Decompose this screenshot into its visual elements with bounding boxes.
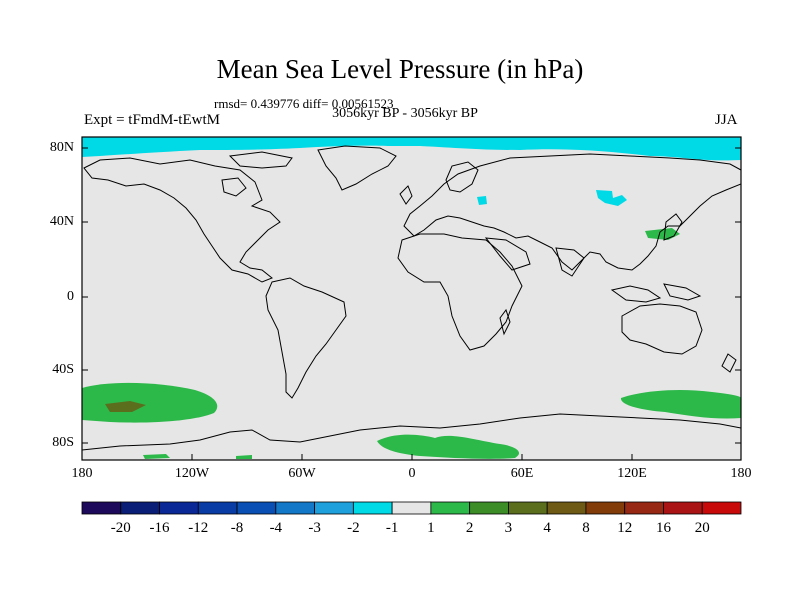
colorbar-swatch <box>469 501 509 515</box>
colorbar-swatch <box>701 501 742 515</box>
colorbar-swatch <box>352 501 393 515</box>
colorbar-label: -1 <box>385 520 399 536</box>
colorbar-swatch <box>236 501 277 515</box>
lon-label-180e: 180 <box>730 466 752 481</box>
period-text: 3056kyr BP - 3056kyr BP <box>332 106 478 121</box>
colorbar-swatch <box>391 501 432 515</box>
iberia-negative-dot <box>477 196 487 205</box>
colorbar-swatch <box>159 501 199 515</box>
colorbar-swatch <box>314 501 354 515</box>
colorbar-label: 16 <box>655 520 671 536</box>
stats-text: rmsd= 0.439776 diff= 0.00561523 <box>214 96 394 111</box>
colorbar-swatch <box>663 501 703 515</box>
colorbar-label: 12 <box>617 520 633 536</box>
antarctic-positive-dot <box>143 454 170 459</box>
colorbar-swatch <box>624 501 664 515</box>
colorbar-label: -4 <box>269 520 283 536</box>
lon-label-120w: 120W <box>174 466 210 481</box>
colorbar-swatch <box>197 501 238 515</box>
colorbar <box>81 501 742 515</box>
colorbar-label: 1 <box>427 520 435 536</box>
east-asia-negative-patch <box>596 190 627 206</box>
lon-label-120e: 120E <box>617 466 647 481</box>
lat-label-0: 0 <box>67 289 74 304</box>
arctic-negative-band <box>82 137 741 161</box>
coastlines <box>82 145 741 451</box>
colorbar-swatch <box>508 501 548 515</box>
antarctic-positive-atlantic <box>377 434 520 459</box>
colorbar-label: -16 <box>149 520 170 536</box>
experiment-label: Expt = tFmdM-tEwtM <box>84 112 220 128</box>
lon-label-180w: 180 <box>71 466 93 481</box>
colorbar-label: 8 <box>582 520 590 536</box>
lat-label-80N: 80N <box>49 140 74 155</box>
lat-label-80S: 80S <box>52 435 74 450</box>
colorbar-label: 20 <box>694 520 710 536</box>
amundsen-positive-dot <box>236 455 252 459</box>
colorbar-swatch <box>430 501 471 515</box>
southern-ocean-positive-pacific <box>82 382 218 423</box>
colorbar-swatch <box>585 501 626 515</box>
colorbar-label: 3 <box>504 520 513 536</box>
colorbar-swatch <box>546 501 587 515</box>
colorbar-swatch <box>81 501 122 515</box>
lon-label-60w: 60W <box>288 466 316 481</box>
season-label: JJA <box>715 112 738 128</box>
colorbar-label: -3 <box>308 520 321 536</box>
lon-label-0: 0 <box>408 466 416 481</box>
colorbar-label: -12 <box>188 520 209 536</box>
southern-ocean-positive-core <box>105 401 146 412</box>
southern-ocean-positive-australia <box>620 390 741 419</box>
chart-title: Mean Sea Level Pressure (in hPa) <box>216 54 584 84</box>
colorbar-label: -20 <box>110 520 131 536</box>
colorbar-label: 4 <box>543 520 551 536</box>
lon-label-60e: 60E <box>510 466 534 481</box>
colorbar-label: 2 <box>465 520 474 536</box>
colorbar-label: -2 <box>347 520 360 536</box>
lat-label-40N: 40N <box>49 214 74 229</box>
colorbar-label: -8 <box>230 520 244 536</box>
colorbar-swatch <box>120 501 160 515</box>
lat-label-40S: 40S <box>52 362 74 377</box>
colorbar-swatch <box>275 501 315 515</box>
